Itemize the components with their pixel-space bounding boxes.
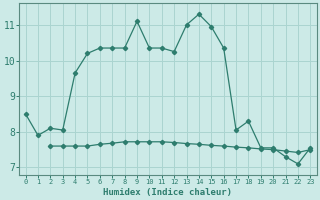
X-axis label: Humidex (Indice chaleur): Humidex (Indice chaleur)	[103, 188, 232, 197]
